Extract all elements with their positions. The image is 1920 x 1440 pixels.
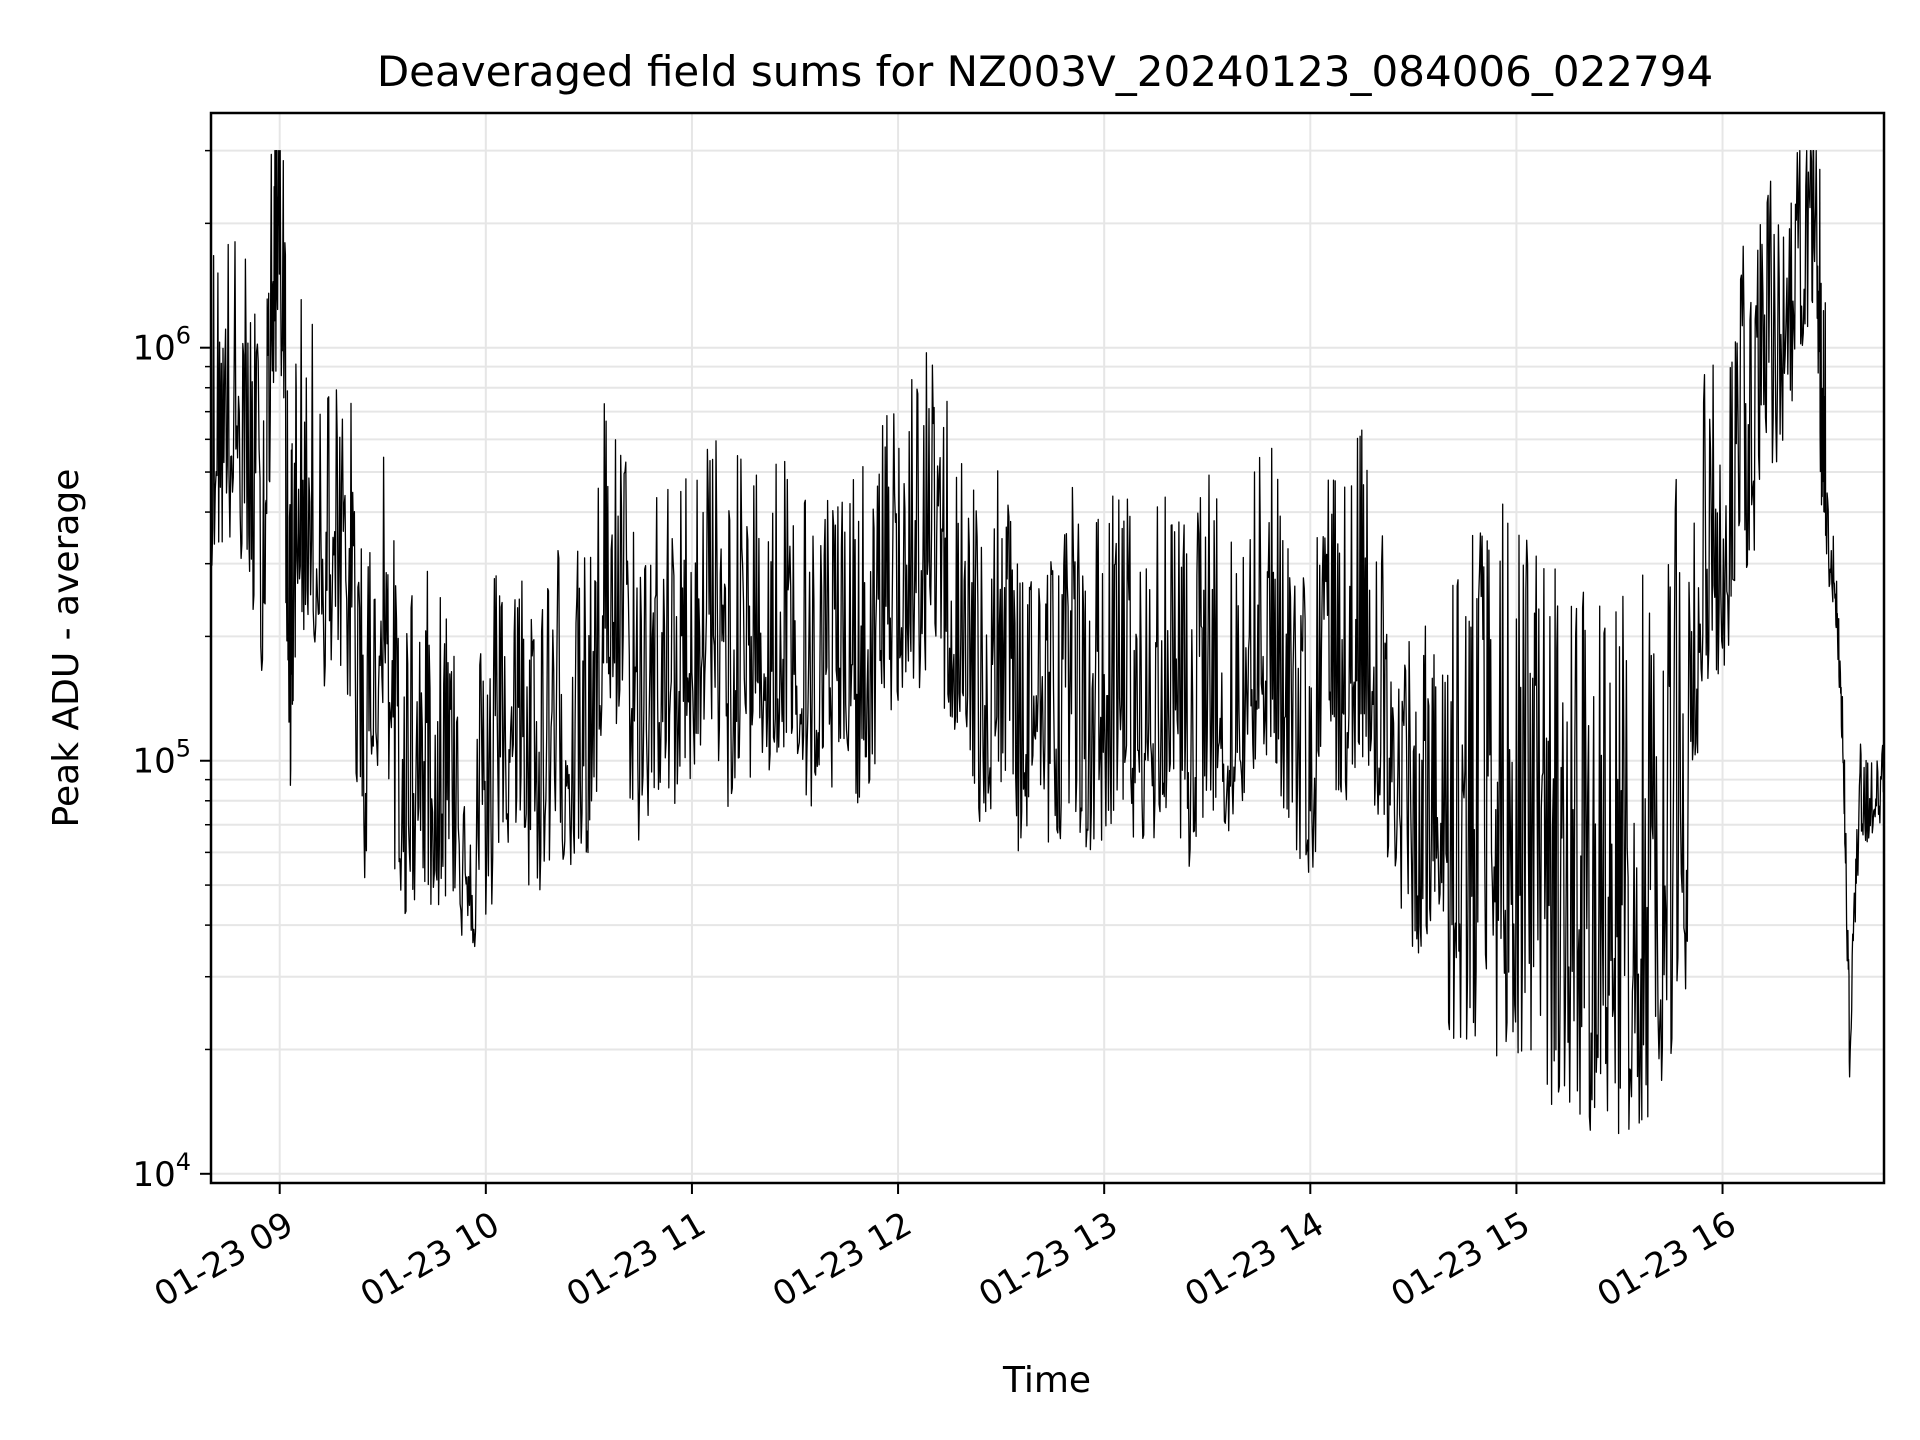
- y-tick-label-base: 10: [132, 329, 175, 369]
- y-tick-label: 104: [132, 1148, 191, 1195]
- y-tick-label: 105: [132, 735, 191, 782]
- chart-title: Deaveraged field sums for NZ003V_2024012…: [377, 47, 1713, 96]
- y-tick-label-exponent: 6: [176, 322, 191, 350]
- series-group: [210, 149, 1885, 1135]
- y-tick-label-base: 10: [132, 1155, 175, 1195]
- x-axis-label: Time: [1002, 1360, 1091, 1401]
- y-tick-label-base: 10: [132, 742, 175, 782]
- y-tick-label-exponent: 5: [176, 735, 191, 763]
- y-tick-label: 106: [132, 322, 191, 369]
- series-line: [210, 149, 1885, 1135]
- y-tick-label-exponent: 4: [176, 1148, 191, 1176]
- y-axis-label: Peak ADU - average: [46, 469, 87, 828]
- plot-frame: [209, 111, 1886, 1185]
